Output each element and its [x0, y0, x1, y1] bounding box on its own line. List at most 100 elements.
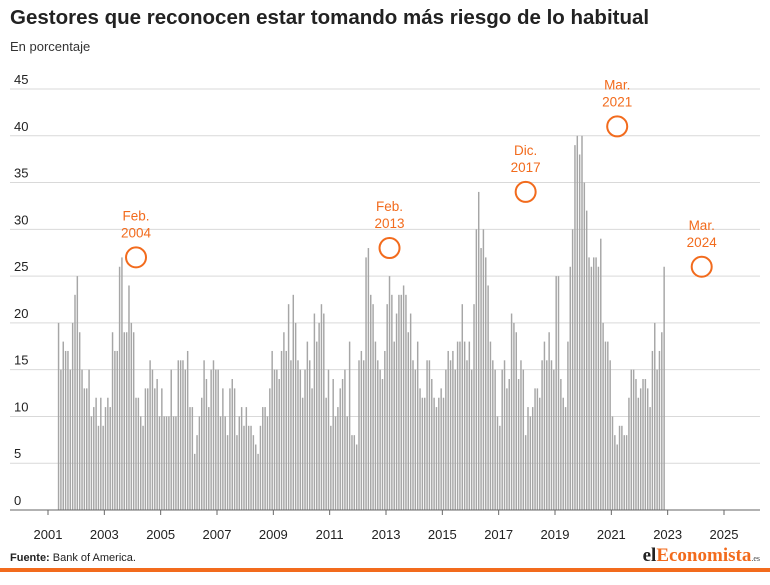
bar: [273, 369, 276, 510]
x-tick-label: 2019: [541, 527, 570, 540]
bar: [163, 416, 165, 510]
bar: [353, 435, 356, 510]
bar: [90, 416, 93, 510]
bar: [595, 257, 597, 510]
bar: [100, 397, 102, 510]
bar: [334, 416, 337, 510]
bar: [71, 322, 74, 510]
bar: [156, 379, 158, 510]
bar: [245, 407, 248, 510]
bar: [388, 276, 391, 510]
bar: [316, 341, 318, 510]
bar: [395, 313, 398, 510]
bar: [614, 435, 616, 510]
bar: [250, 425, 252, 510]
bar: [468, 341, 471, 510]
bar: [485, 257, 487, 510]
bar: [189, 407, 191, 510]
bar: [217, 369, 219, 510]
bar: [132, 332, 135, 510]
source-text: Bank of America.: [52, 552, 136, 564]
bar: [576, 135, 579, 510]
bar: [205, 379, 208, 510]
bar: [611, 416, 614, 510]
bar: [292, 294, 295, 510]
bar: [175, 416, 177, 510]
bar: [428, 360, 431, 510]
bar: [588, 257, 590, 510]
bar: [104, 407, 107, 510]
brand-suffix: .es: [751, 554, 760, 563]
bar: [663, 266, 665, 510]
bar: [184, 369, 187, 510]
peak-label-year: 2017: [511, 160, 541, 175]
peak-marker: [606, 115, 629, 138]
bar: [567, 341, 569, 510]
bar: [449, 360, 452, 510]
bar: [386, 304, 388, 510]
bar: [351, 435, 353, 510]
bar: [377, 360, 379, 510]
bar: [442, 397, 445, 510]
bar: [524, 435, 527, 510]
bar: [623, 435, 625, 510]
bar: [179, 360, 182, 510]
bar: [581, 135, 583, 510]
bar: [555, 276, 557, 510]
bar: [276, 369, 278, 510]
bar: [83, 388, 86, 510]
bar: [360, 350, 363, 510]
x-axis: 2001 2003 2005 2007 2009 2011 2013 2015 2017 2019…: [10, 509, 760, 540]
bar: [114, 350, 116, 510]
bar: [628, 397, 630, 510]
bar: [564, 407, 567, 510]
bar: [473, 304, 475, 510]
bar: [208, 407, 210, 510]
bar: [459, 341, 461, 510]
bar: [447, 350, 449, 510]
bar: [269, 388, 271, 510]
bar: [287, 304, 290, 510]
bar: [445, 369, 447, 510]
bar: [247, 425, 250, 510]
bar: [642, 379, 644, 510]
bar: [240, 407, 243, 510]
bar: [198, 416, 201, 510]
y-tick-label: 15: [14, 353, 28, 368]
bar: [57, 322, 60, 510]
bar: [262, 407, 264, 510]
peak-marker: [690, 255, 713, 278]
bar: [482, 229, 485, 511]
x-tick-label: 2015: [428, 527, 457, 540]
bar: [560, 379, 562, 510]
bar: [135, 397, 137, 510]
bar: [337, 407, 339, 510]
bar: [327, 369, 330, 510]
bar: [571, 229, 574, 511]
bar: [506, 388, 508, 510]
bar: [116, 350, 118, 510]
bar: [294, 322, 297, 510]
bar: [569, 266, 571, 510]
bar: [414, 369, 417, 510]
source-label: Fuente:: [10, 552, 50, 564]
bar: [193, 453, 196, 510]
y-tick-label: 30: [14, 212, 28, 227]
bar: [438, 397, 440, 510]
bar: [257, 453, 259, 510]
bar: [426, 360, 428, 510]
bar: [381, 379, 384, 510]
bar: [604, 341, 607, 510]
y-tick-label: 10: [14, 399, 28, 414]
bar: [553, 369, 555, 510]
bar: [365, 257, 367, 510]
bar: [470, 369, 473, 510]
bar: [308, 360, 311, 510]
bar: [107, 397, 109, 510]
peak-label-month: Feb.: [123, 208, 150, 223]
bar: [62, 341, 64, 510]
peak-label-year: 2004: [121, 225, 152, 240]
bar: [513, 322, 515, 510]
bar: [494, 369, 496, 510]
bar: [529, 416, 532, 510]
